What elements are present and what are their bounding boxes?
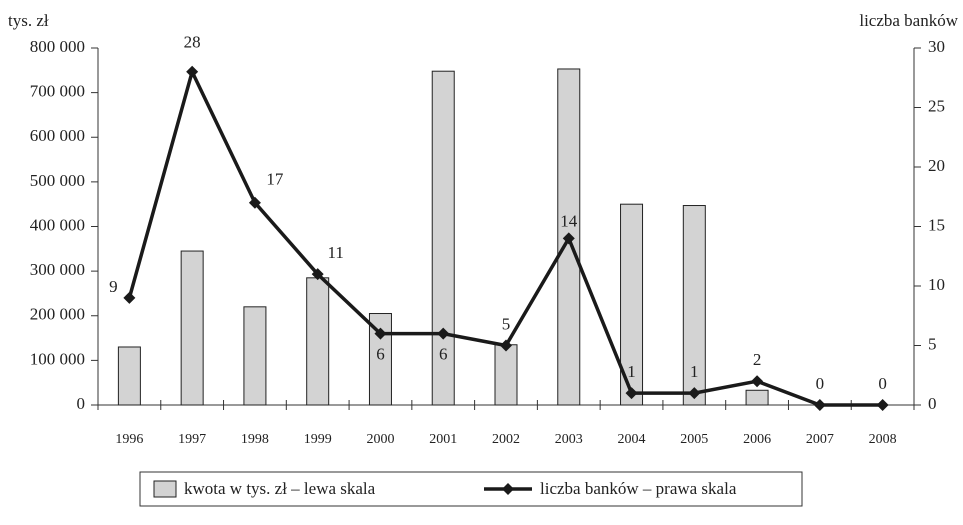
legend-swatch: [153, 480, 177, 498]
data-label: 17: [266, 170, 284, 189]
line-marker: [123, 291, 136, 304]
data-label: 1: [690, 362, 699, 381]
data-label: 0: [816, 374, 825, 393]
x-tick-label: 2001: [429, 432, 457, 447]
data-label: 28: [184, 33, 201, 52]
data-label: 11: [328, 243, 344, 262]
y2-tick-label: 20: [928, 156, 945, 175]
line-marker: [500, 339, 512, 352]
line-marker: [311, 268, 324, 281]
line-marker: [374, 327, 387, 340]
legend-label: liczba banków – prawa skala: [540, 479, 737, 498]
x-tick-label: 2002: [492, 432, 520, 447]
x-tick-label: 1996: [115, 432, 143, 447]
y2-tick-label: 5: [928, 334, 937, 353]
data-label: 5: [502, 314, 511, 333]
bar: [620, 203, 644, 406]
line-marker: [813, 399, 826, 411]
data-label: 2: [753, 350, 762, 369]
x-tick-label: 1998: [241, 432, 269, 447]
x-tick-label: 2007: [806, 432, 834, 447]
x-tick-label: 2000: [366, 432, 394, 447]
bar: [431, 70, 455, 406]
bar: [494, 344, 518, 406]
x-tick-label: 2006: [743, 432, 771, 447]
line-marker: [751, 375, 764, 388]
bar: [117, 346, 141, 406]
bar: [306, 277, 330, 406]
y-tick-label: 600 000: [30, 126, 85, 145]
line-marker: [688, 387, 701, 400]
legend-box: [139, 471, 803, 507]
y-tick-label: 700 000: [30, 82, 85, 101]
line-marker: [625, 387, 638, 400]
y-tick-label: 200 000: [30, 305, 85, 324]
line-marker: [248, 196, 261, 209]
x-tick-label: 2003: [555, 432, 583, 447]
y-tick-label: 300 000: [30, 260, 85, 279]
bar: [745, 389, 769, 406]
data-label: 9: [109, 277, 118, 296]
data-label: 6: [439, 345, 448, 364]
y-axis-title: tys. zł: [8, 11, 49, 30]
y2-tick-label: 10: [928, 275, 945, 294]
line-marker: [437, 327, 450, 340]
bar: [243, 306, 267, 406]
y2-tick-label: 0: [928, 394, 937, 413]
line-marker: [562, 232, 575, 245]
line-marker: [876, 399, 889, 411]
legend-label: kwota w tys. zł – lewa skala: [184, 479, 376, 498]
y2-tick-label: 25: [928, 96, 945, 115]
line-marker: [186, 65, 199, 78]
y2-tick-label: 15: [928, 215, 945, 234]
bar: [368, 313, 392, 406]
bar: [682, 205, 706, 406]
y2-axis-title: liczba banków: [859, 11, 958, 30]
bar: [180, 250, 204, 406]
y-tick-label: 400 000: [30, 215, 85, 234]
x-tick-label: 2004: [618, 432, 646, 447]
data-label: 14: [560, 211, 578, 230]
data-label: 0: [878, 374, 887, 393]
data-label: 1: [627, 362, 636, 381]
x-tick-label: 1999: [304, 432, 332, 447]
y-tick-label: 500 000: [30, 171, 85, 190]
y-tick-label: 800 000: [30, 37, 85, 56]
x-tick-label: 2005: [680, 432, 708, 447]
y-tick-label: 0: [77, 394, 86, 413]
data-label: 6: [376, 345, 385, 364]
x-tick-label: 1997: [178, 432, 206, 447]
y-tick-label: 100 000: [30, 349, 85, 368]
y2-tick-label: 30: [928, 37, 945, 56]
legend-marker: [502, 483, 514, 495]
x-tick-label: 2008: [869, 432, 897, 447]
